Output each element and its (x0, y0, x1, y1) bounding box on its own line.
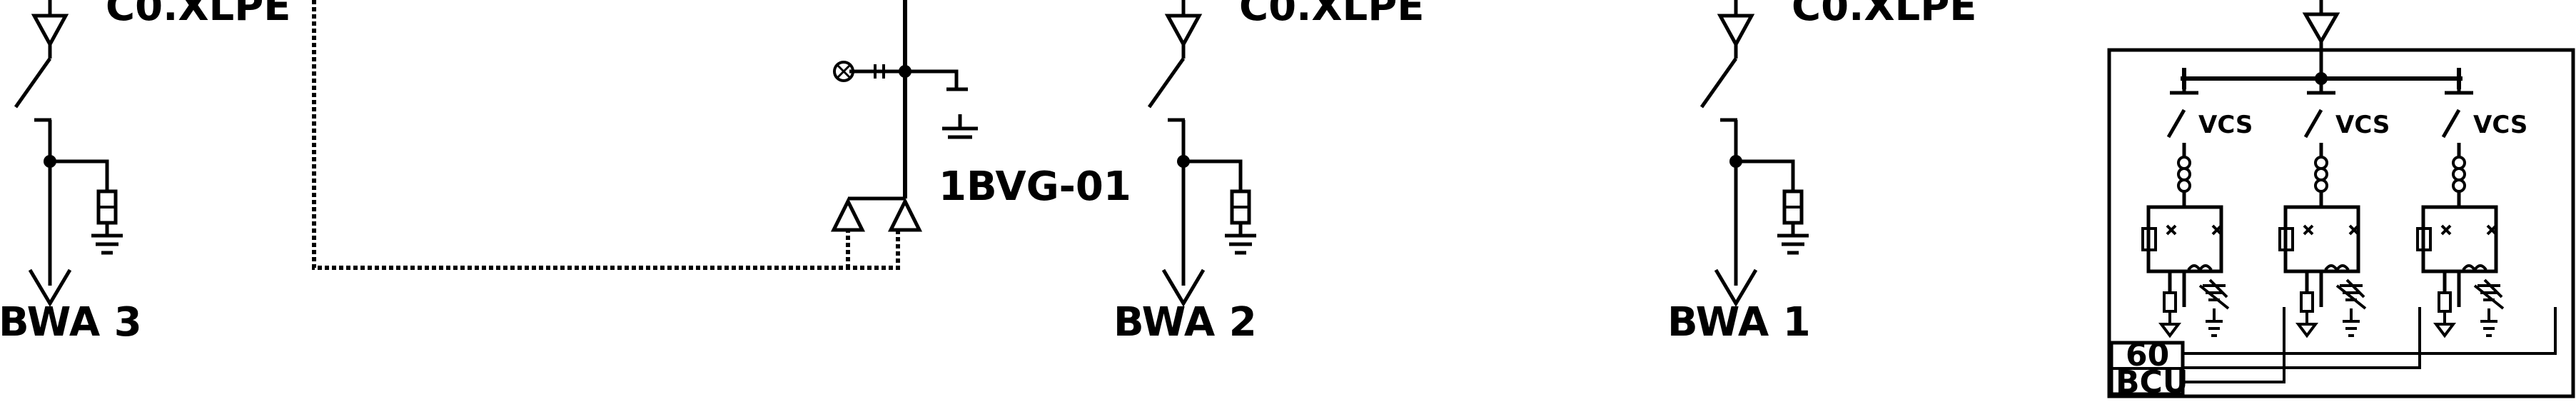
panel-label-bcu: BCU (2116, 364, 2188, 401)
switch-bay-3: VCS (2418, 79, 2527, 336)
control-box: 60 BCU (2109, 307, 2557, 401)
transformer-1bvg-01: 1BVG-01 (830, 0, 1131, 232)
feeder-bwa-2: C0.XLPE BWA 2 (1113, 0, 1425, 346)
switchgear-panel: VCS VCS VCS 60 BCU (2107, 0, 2575, 401)
cable-loop (312, 0, 900, 270)
feeder-bwa-1: C0.XLPE BWA 1 (1667, 0, 1977, 346)
feeder-label-3: BWA 3 (0, 299, 142, 346)
switch-label-1: VCS (2198, 111, 2253, 139)
switch-bay-2: VCS (2280, 79, 2390, 336)
switch-bay-1: VCS (2143, 79, 2253, 336)
surge-arrester-icon (830, 197, 866, 232)
earth-indicator-icon (833, 61, 854, 82)
cable-label-1: C0.XLPE (1792, 0, 1977, 30)
feeder-bwa-3: C0.XLPE BWA 3 (0, 0, 291, 346)
panel-label-60: 60 (2126, 337, 2169, 373)
switch-label-2: VCS (2335, 111, 2390, 139)
feeder-label-2: BWA 2 (1113, 299, 1257, 346)
switch-label-3: VCS (2473, 111, 2527, 139)
cable-label-2: C0.XLPE (1239, 0, 1425, 30)
transformer-label: 1BVG-01 (939, 164, 1131, 210)
ground-icon (942, 114, 978, 139)
feeder-label-1: BWA 1 (1667, 299, 1811, 346)
surge-arrester-icon (887, 197, 923, 232)
cable-label-3: C0.XLPE (106, 0, 291, 30)
